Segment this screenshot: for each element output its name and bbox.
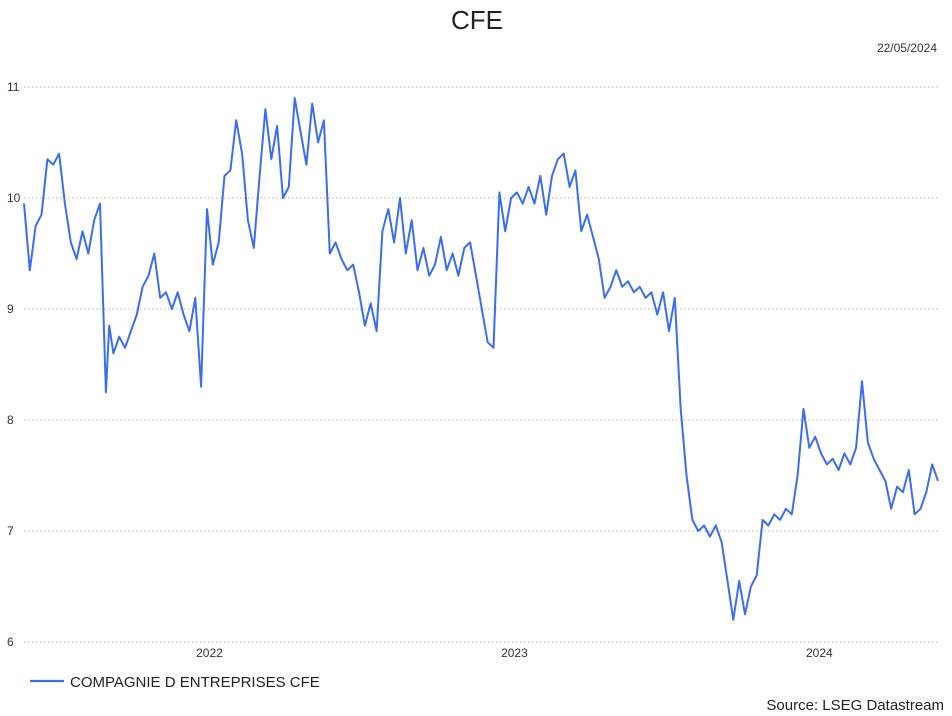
x-tick-label: 2022 xyxy=(196,646,223,660)
gridlines xyxy=(24,86,938,643)
chart-date: 22/05/2024 xyxy=(877,41,937,55)
y-axis-ticks: 6 7 8 9 10 11 xyxy=(7,80,21,649)
y-tick-label: 9 xyxy=(7,302,14,316)
legend: COMPAGNIE D ENTREPRISES CFE xyxy=(30,674,320,691)
x-tick-label: 2024 xyxy=(806,646,833,660)
source-note: Source: LSEG Datastream xyxy=(766,697,944,714)
y-tick-label: 8 xyxy=(7,413,14,427)
y-tick-label: 7 xyxy=(7,524,14,538)
x-tick-label: 2023 xyxy=(501,646,528,660)
y-tick-label: 6 xyxy=(7,635,14,649)
x-axis-ticks: 2022 2023 2024 xyxy=(196,646,833,660)
chart-title: CFE xyxy=(451,5,503,35)
legend-label: COMPAGNIE D ENTREPRISES CFE xyxy=(70,674,320,691)
y-tick-label: 11 xyxy=(7,80,20,94)
series-line xyxy=(23,97,939,621)
series-layer xyxy=(23,97,939,621)
y-tick-label: 10 xyxy=(7,191,21,205)
